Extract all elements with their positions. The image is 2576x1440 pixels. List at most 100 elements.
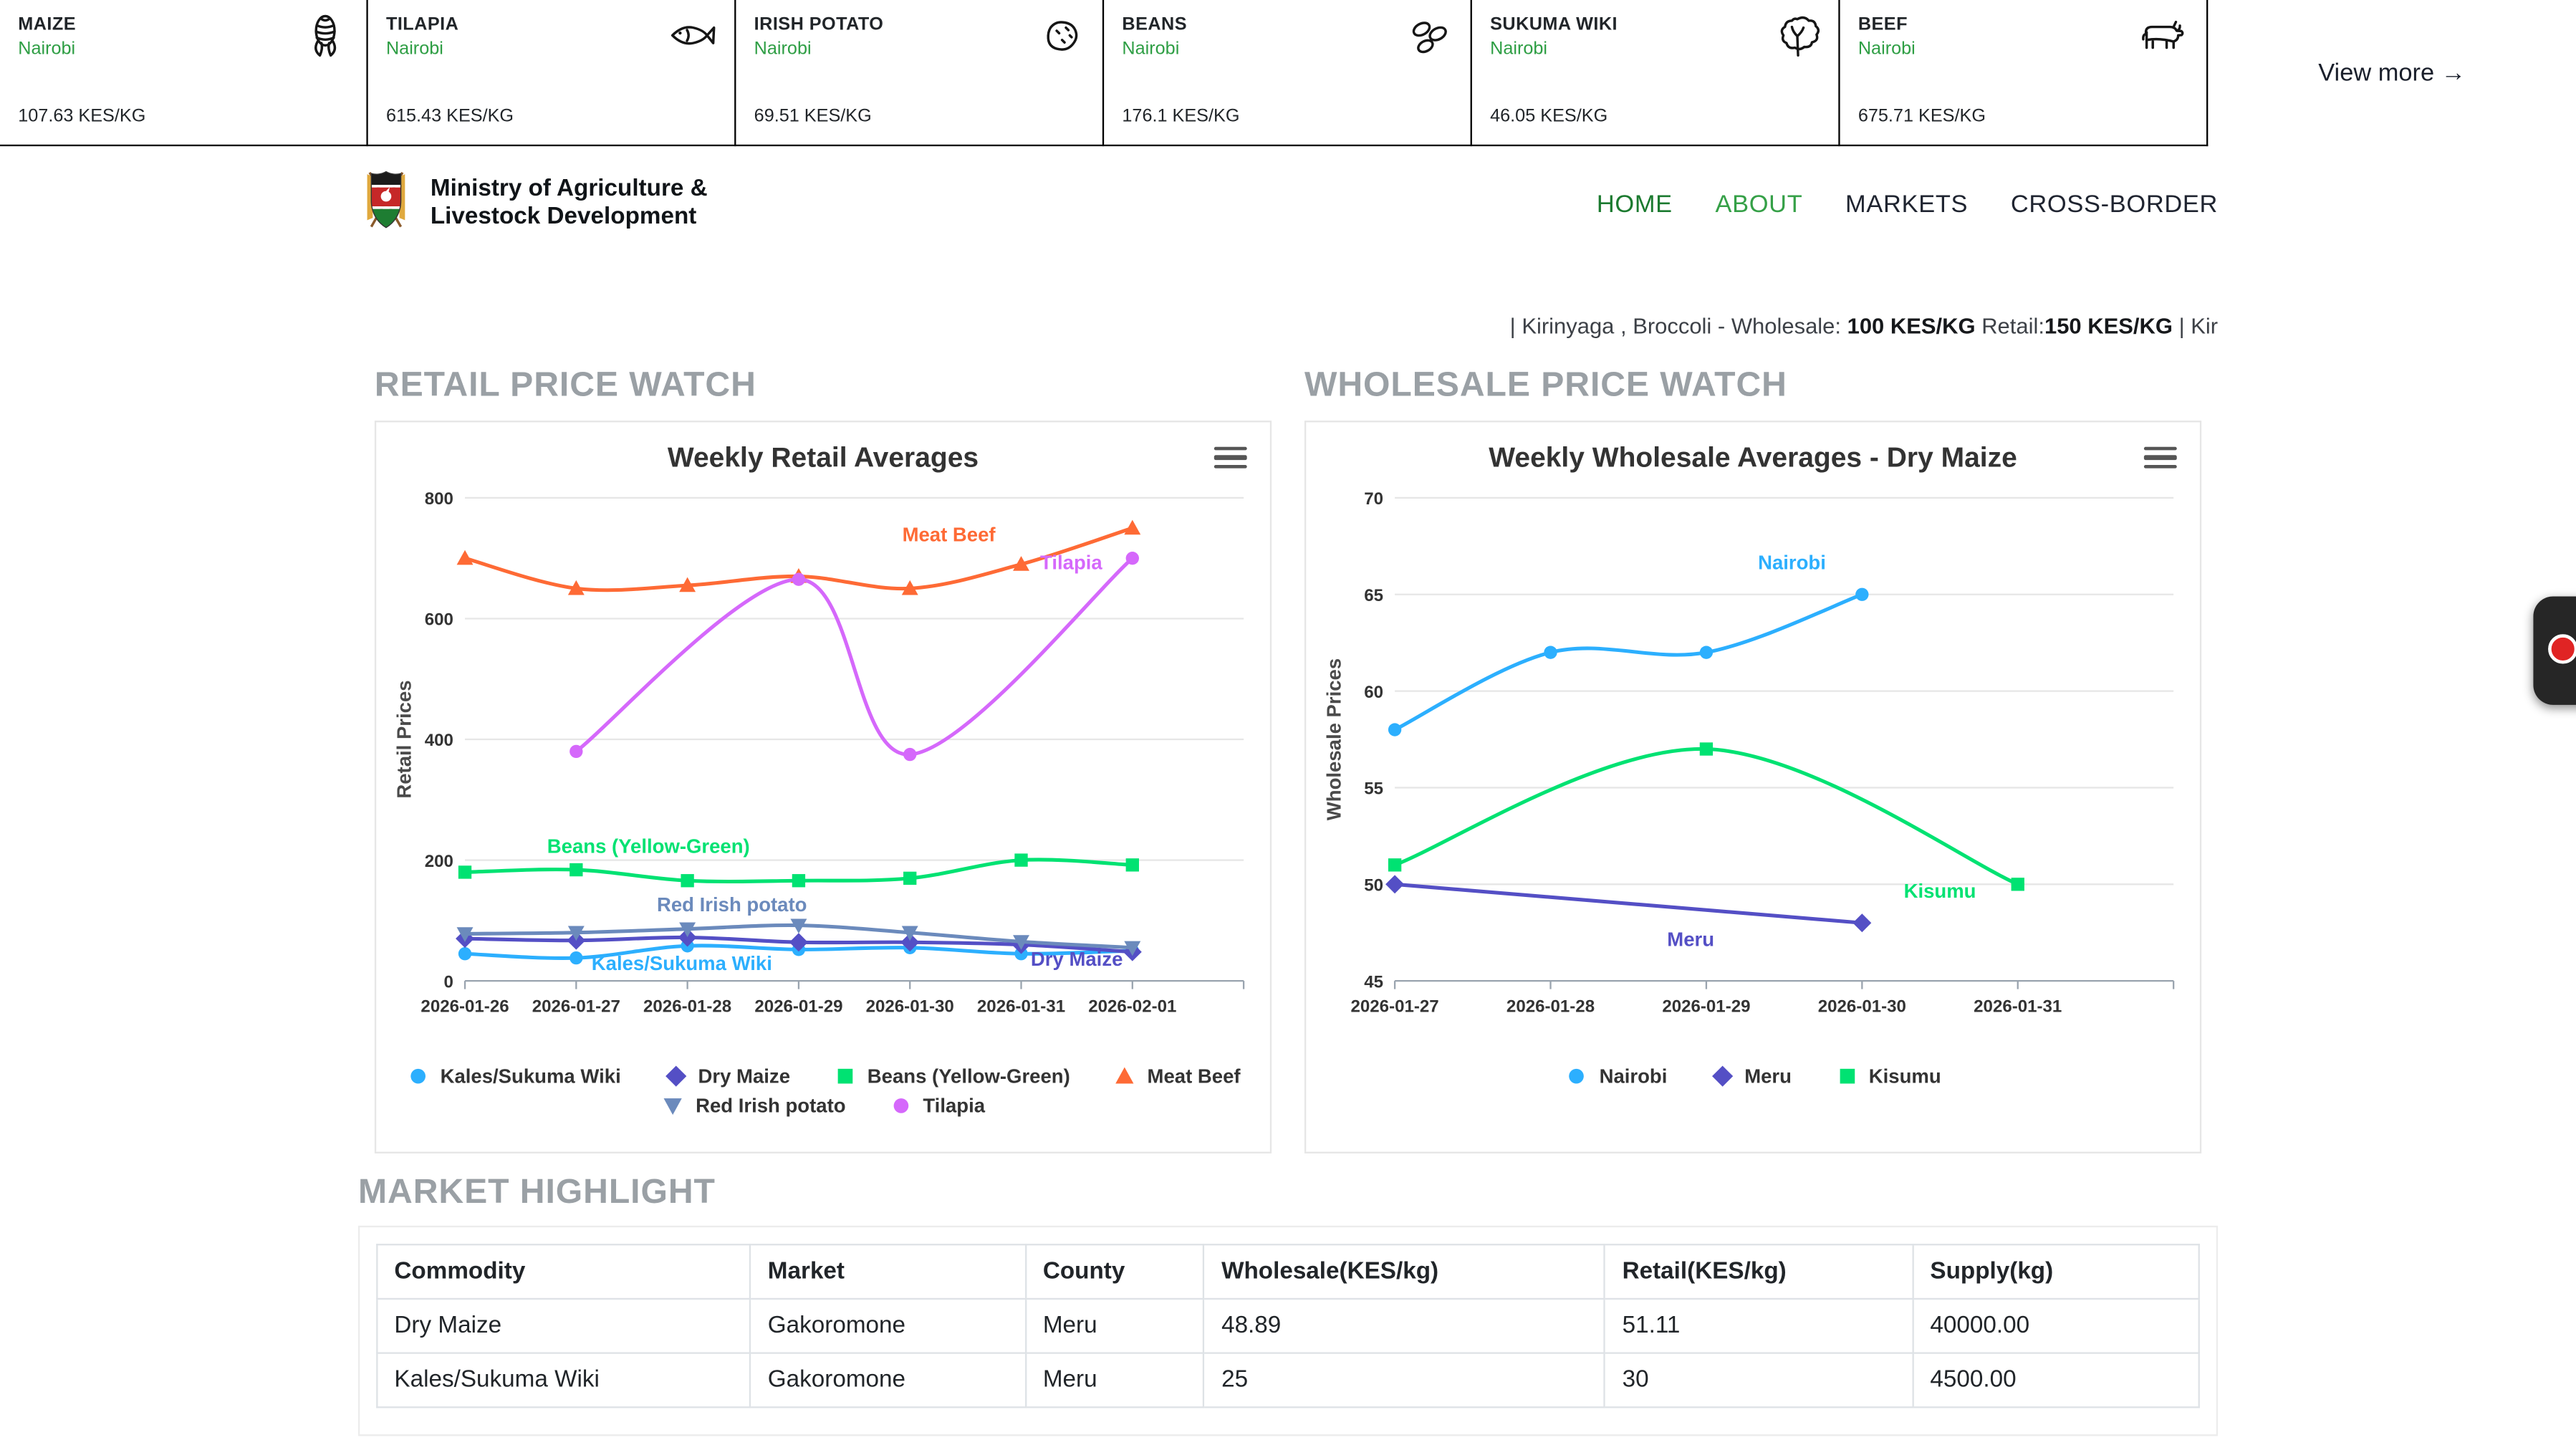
legend-marker-square [837,1068,853,1084]
commodity-market: Nairobi [385,39,443,59]
legend-item-kales-sukuma-wiki[interactable]: Kales/Sukuma Wiki [405,1063,621,1088]
table-cell: Gakoromone [749,1352,1027,1408]
svg-text:2026-01-29: 2026-01-29 [1662,997,1750,1017]
ministry-title-line2: Livestock Development [430,203,697,231]
news-ticker-segment: 100 KES/KG [1847,314,1976,339]
legend-label: Meat Beef [1147,1063,1241,1088]
main-nav: HOME ABOUT MARKETS CROSS-BORDER [1597,190,2218,218]
column-header: Supply(kg) [1912,1244,2200,1300]
legend-item-beans-yellow-green-[interactable]: Beans (Yellow-Green) [833,1063,1070,1088]
svg-text:65: 65 [1364,586,1383,605]
chat-widget-icon [2548,634,2576,664]
legend-marker-diamond [665,1065,687,1087]
ticker-card-irish-potato: IRISH POTATO Nairobi 69.51 KES/KG [736,0,1105,147]
svg-text:55: 55 [1364,779,1383,799]
svg-text:2026-01-30: 2026-01-30 [866,997,954,1017]
kenya-coat-of-arms-logo [358,167,414,241]
chat-widget-button[interactable] [2533,596,2576,705]
view-more-link[interactable]: View more → [2318,59,2466,87]
legend-label: Beans (Yellow-Green) [867,1063,1070,1088]
retail-chart-title: Weekly Retail Averages [667,441,979,474]
legend-item-dry-maize[interactable]: Dry Maize [663,1063,790,1088]
retail-section-heading: RETAIL PRICE WATCH [374,366,756,405]
highlight-table: Commodity Market County Wholesale(KES/kg) Re… [376,1244,2200,1408]
corn-icon [301,11,350,69]
commodity-price: 176.1 KES/KG [1122,107,1240,127]
commodity-name: BEANS [1122,14,1188,35]
ticker-card-sukuma-wiki: SUKUMA WIKI Nairobi 46.05 KES/KG [1471,0,1840,147]
news-ticker-segment: | Kirinyaga , Broccoli - Wholesale: [1509,314,1847,339]
brand: Ministry of Agriculture & Livestock Deve… [358,167,708,241]
commodity-market: Nairobi [1490,39,1548,59]
ticker-card-tilapia: TILAPIA Nairobi 615.43 KES/KG [367,0,736,147]
wholesale-section-heading: WHOLESALE PRICE WATCH [1304,366,1787,405]
nav-item-cross-border[interactable]: CROSS-BORDER [2010,189,2219,218]
svg-text:2026-01-26: 2026-01-26 [420,997,509,1017]
commodity-market: Nairobi [754,39,812,59]
leafy-greens-icon [1773,11,1822,69]
market-highlight-section: MARKET HIGHLIGHT Commodity Market County Wh… [357,1173,2219,1436]
legend-label: Kales/Sukuma Wiki [440,1063,621,1088]
legend-item-tilapia[interactable]: Tilapia [888,1093,985,1117]
svg-text:Dry Maize: Dry Maize [1031,948,1123,970]
table-cell: Meru [1024,1352,1206,1408]
svg-text:Red Irish potato: Red Irish potato [657,893,807,916]
column-header: County [1024,1244,1206,1300]
legend-item-kisumu[interactable]: Kisumu [1835,1063,1941,1088]
legend-item-nairobi[interactable]: Nairobi [1565,1063,1667,1088]
svg-text:Meat Beef: Meat Beef [903,524,996,546]
table-cell: Kales/Sukuma Wiki [376,1352,751,1408]
svg-text:0: 0 [444,972,453,992]
retail-price-watch-section: RETAIL PRICE WATCH Weekly Retail Average… [374,366,1272,1153]
nav-item-about[interactable]: ABOUT [1715,189,1803,218]
news-ticker: | Kirinyaga , Broccoli - Wholesale: 100 … [358,314,2218,343]
svg-text:2026-01-29: 2026-01-29 [754,997,842,1017]
table-cell: 30 [1604,1352,1914,1408]
legend-item-red-irish-potato[interactable]: Red Irish potato [661,1093,846,1117]
svg-text:2026-01-31: 2026-01-31 [977,997,1065,1017]
ministry-title-line1: Ministry of Agriculture & [430,176,708,202]
commodity-price: 675.71 KES/KG [1857,107,1986,127]
fish-icon [665,11,718,69]
beans-icon [1405,11,1454,69]
column-header: Wholesale(KES/kg) [1203,1244,1606,1300]
svg-text:Nairobi: Nairobi [1758,552,1826,574]
svg-text:200: 200 [425,852,453,871]
svg-text:70: 70 [1364,489,1383,509]
commodity-price: 107.63 KES/KG [18,107,146,127]
table-row: Kales/Sukuma Wiki Gakoromone Meru 25 30 4500.… [376,1352,2200,1408]
commodity-price: 615.43 KES/KG [385,107,514,127]
svg-text:2026-01-27: 2026-01-27 [532,997,620,1017]
svg-text:50: 50 [1364,875,1383,895]
legend-marker-diamond [1711,1065,1733,1087]
legend-item-meat-beef[interactable]: Meat Beef [1112,1063,1241,1088]
svg-text:Kales/Sukuma Wiki: Kales/Sukuma Wiki [592,952,772,974]
retail-chart-menu-icon[interactable] [1213,442,1247,474]
legend-item-meru[interactable]: Meru [1710,1063,1792,1088]
nav-item-markets[interactable]: MARKETS [1845,189,1969,218]
table-cell: Gakoromone [749,1297,1027,1354]
table-cell: 25 [1203,1352,1606,1408]
svg-text:600: 600 [425,610,453,630]
svg-text:60: 60 [1364,683,1383,702]
table-cell: 40000.00 [1912,1297,2200,1354]
svg-text:2026-01-28: 2026-01-28 [643,997,731,1017]
svg-text:Kisumu: Kisumu [1904,880,1976,902]
retail-chart-svg: 0 200 400 600 800 2026-01-26 2026-01-27 2026-01… [393,489,1245,1017]
retail-chart-card: Weekly Retail Averages 0 200 400 600 800 2026… [374,421,1272,1153]
svg-text:Wholesale Prices: Wholesale Prices [1322,658,1345,820]
column-header: Market [749,1244,1027,1300]
legend-marker-circle [410,1068,426,1084]
svg-text:Beans (Yellow-Green): Beans (Yellow-Green) [547,835,750,857]
svg-text:2026-01-30: 2026-01-30 [1818,997,1906,1017]
nav-item-home[interactable]: HOME [1596,189,1673,218]
svg-text:45: 45 [1364,972,1383,992]
table-cell: Dry Maize [376,1297,751,1354]
wholesale-chart-menu-icon[interactable] [2143,442,2177,474]
news-ticker-segment: 150 KES/KG [2044,314,2173,339]
table-cell: 4500.00 [1912,1352,2200,1408]
legend-marker-circle [1570,1068,1585,1084]
svg-text:Retail Prices: Retail Prices [393,680,415,798]
legend-label: Meru [1744,1063,1792,1088]
svg-text:400: 400 [425,731,453,750]
